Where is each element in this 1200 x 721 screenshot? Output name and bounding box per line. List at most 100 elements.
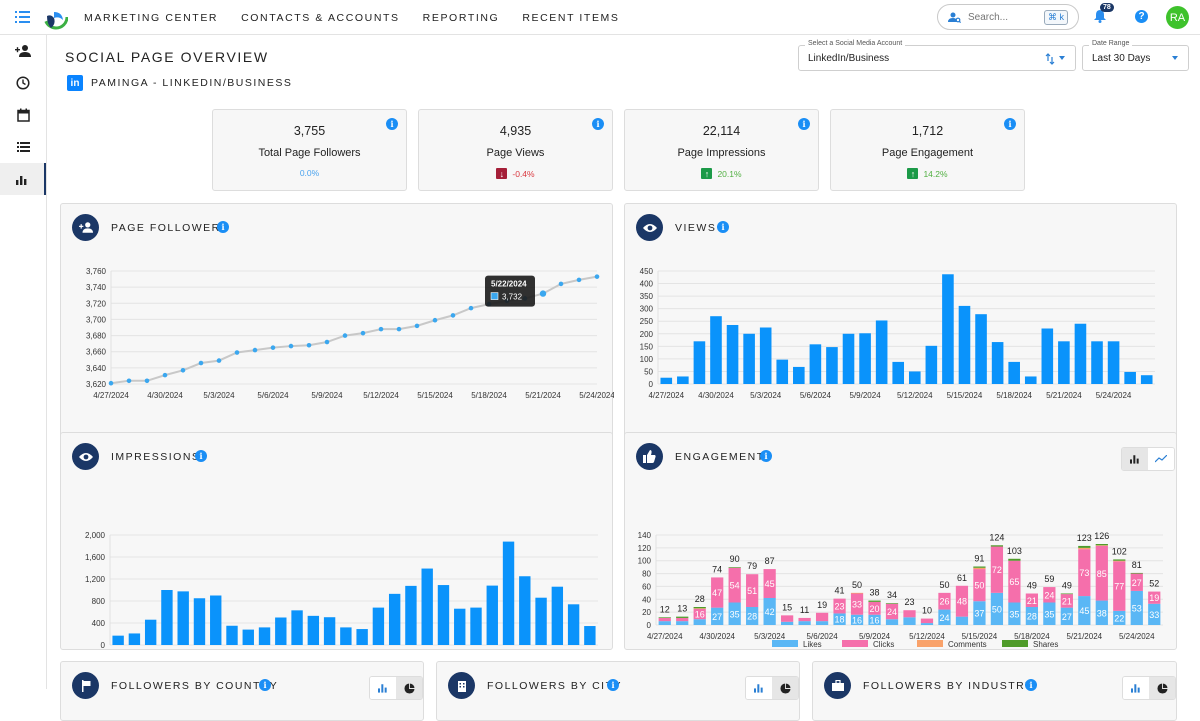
x-tick-label: 5/15/2024 — [962, 632, 998, 641]
info-icon[interactable]: i — [607, 679, 619, 691]
x-tick-label: 5/21/2024 — [1046, 391, 1082, 400]
tooltip-value: 3,732 — [502, 293, 523, 302]
sidebar-item-list[interactable] — [0, 131, 46, 163]
sidebar-item-add-contact[interactable] — [0, 35, 46, 67]
bar-segment-clicks — [763, 569, 776, 598]
search-shortcut-hint: ⌘ k — [1043, 10, 1068, 25]
building-icon — [448, 672, 475, 699]
bar — [743, 333, 755, 384]
x-tick-label: 4/27/2024 — [647, 632, 683, 641]
bar-chart-toggle[interactable] — [746, 677, 772, 699]
briefcase-icon — [824, 672, 851, 699]
nav-recent-items[interactable]: RECENT ITEMS — [522, 11, 620, 24]
bar-segment-clicks — [1078, 549, 1091, 597]
segment-label: 24 — [1044, 590, 1054, 600]
segment-label: 24 — [939, 613, 949, 623]
bar — [112, 635, 124, 645]
kpi-label: Page Impressions — [677, 147, 766, 159]
y-tick-label: 350 — [640, 292, 654, 301]
kpi-label: Total Page Followers — [258, 147, 361, 159]
info-icon[interactable]: i — [592, 118, 604, 130]
pie-chart-toggle[interactable] — [772, 677, 798, 699]
date-range-select[interactable]: Date Range Last 30 Days — [1082, 40, 1189, 71]
x-tick-label: 5/3/2024 — [754, 632, 786, 641]
pie-chart-toggle[interactable] — [1149, 677, 1175, 699]
bar-segment-likes — [1130, 590, 1143, 625]
bar-chart-toggle[interactable] — [370, 677, 396, 699]
date-range-value: Last 30 Days — [1092, 53, 1151, 64]
bar-segment-likes — [815, 621, 829, 625]
info-icon[interactable]: i — [217, 221, 229, 233]
bar-segment-shares — [1008, 558, 1021, 561]
info-icon[interactable]: i — [760, 450, 772, 462]
info-icon[interactable]: i — [195, 450, 207, 462]
card-title: VIEWS — [675, 222, 717, 234]
legend-swatch — [772, 640, 798, 647]
social-account-select[interactable]: Select a Social Media Account LinkedIn/B… — [798, 40, 1076, 71]
bar — [809, 344, 822, 384]
app-logo[interactable] — [42, 4, 68, 30]
kpi-value: 3,755 — [293, 124, 326, 138]
bar-segment-likes — [1078, 596, 1091, 625]
bar-segment-likes — [1060, 607, 1073, 625]
x-tick-label: 5/6/2024 — [257, 391, 289, 400]
data-point — [288, 343, 294, 349]
search-input[interactable] — [968, 11, 1038, 23]
bar-segment-likes — [1025, 607, 1038, 625]
sidebar-item-calendar[interactable] — [0, 99, 46, 131]
bar — [210, 595, 222, 645]
sort-icon[interactable] — [1045, 53, 1055, 65]
total-label: 87 — [765, 556, 775, 566]
segment-label: 37 — [974, 609, 984, 619]
segment-label: 72 — [992, 565, 1002, 575]
total-label: 15 — [782, 602, 792, 612]
bar-segment-shares — [728, 567, 741, 568]
bar-segment-clicks — [973, 569, 986, 602]
menu-icon[interactable] — [14, 10, 32, 24]
segment-label: 24 — [887, 607, 897, 617]
bar — [258, 627, 271, 645]
info-icon[interactable]: i — [1025, 679, 1037, 691]
bar-chart-toggle[interactable] — [1123, 677, 1149, 699]
bar — [942, 274, 954, 384]
line-chart-icon — [1155, 455, 1167, 463]
info-icon[interactable]: i — [386, 118, 398, 130]
info-icon[interactable]: i — [798, 118, 810, 130]
bar-chart-toggle[interactable] — [1122, 448, 1148, 470]
bar-segment-clicks — [833, 598, 846, 614]
segment-label: 35 — [730, 609, 740, 619]
bar-segment-likes — [728, 602, 741, 625]
y-tick-label: 0 — [649, 380, 654, 389]
y-tick-label: 50 — [644, 367, 653, 376]
data-point — [378, 326, 384, 332]
total-label: 61 — [957, 573, 967, 583]
bar — [470, 607, 482, 645]
sidebar-item-history[interactable] — [0, 67, 46, 99]
user-avatar[interactable]: RA — [1166, 6, 1189, 29]
info-icon[interactable]: i — [1004, 118, 1016, 130]
bar-segment-likes — [1148, 603, 1161, 625]
y-tick-label: 1,200 — [85, 575, 106, 584]
nav-contacts-accounts[interactable]: CONTACTS & ACCOUNTS — [241, 11, 400, 24]
user-search-icon — [948, 12, 961, 23]
help-icon[interactable]: ? — [1135, 10, 1148, 23]
notification-bell-icon[interactable] — [1094, 9, 1106, 23]
nav-reporting[interactable]: REPORTING — [422, 11, 500, 24]
y-tick-label: 0 — [647, 621, 652, 630]
bar-segment-clicks — [990, 546, 1004, 593]
pie-chart-toggle[interactable] — [396, 677, 422, 699]
search-box[interactable]: ⌘ k — [937, 4, 1079, 30]
nav-marketing-center[interactable]: MARKETING CENTER — [84, 11, 219, 24]
bar-chart-icon — [754, 684, 763, 693]
x-tick-label: 5/18/2024 — [996, 391, 1032, 400]
sidebar-item-analytics[interactable] — [0, 163, 46, 195]
bar-segment-likes — [920, 623, 934, 625]
followers-by-city-card: FOLLOWERS BY CITY i — [436, 661, 800, 721]
data-point — [270, 345, 276, 350]
info-icon[interactable]: i — [717, 221, 729, 233]
info-icon[interactable]: i — [259, 679, 271, 691]
bar — [859, 333, 871, 384]
bar — [177, 591, 189, 645]
line-chart-toggle[interactable] — [1148, 448, 1174, 470]
bar-segment-likes — [1095, 600, 1108, 625]
